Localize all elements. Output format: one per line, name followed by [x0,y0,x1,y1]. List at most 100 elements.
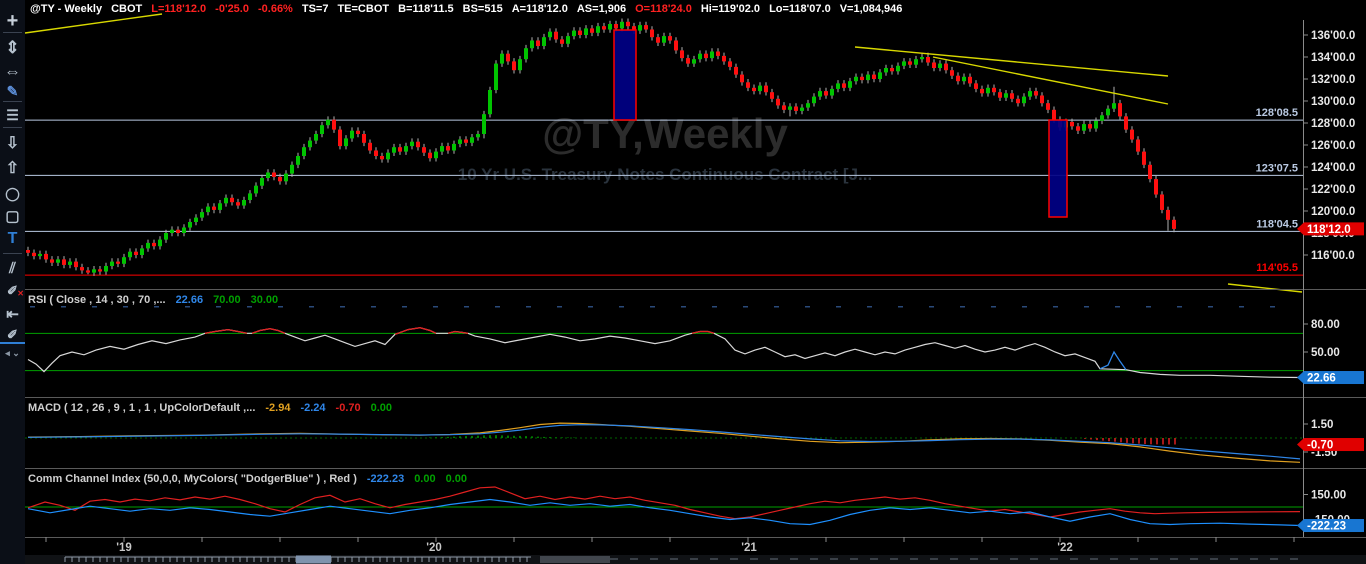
candle [116,261,120,264]
parallel-lines-tool-icon[interactable]: ⫽ [9,260,16,277]
arrow-down-tool-icon[interactable]: ⇩ [5,135,20,152]
candle [98,269,102,272]
trendline[interactable] [1227,283,1303,293]
candle [92,269,96,273]
candle [842,83,846,88]
watermark-symbol: @TY,Weekly [542,110,788,157]
grid-dash [805,306,810,308]
price-tick-label: 120'00.0 [1311,206,1355,218]
candle [302,147,306,156]
candle [530,40,534,49]
candle [170,229,174,233]
grid-dash [898,306,903,308]
grid-dash [1177,306,1182,308]
candle [434,151,438,159]
date-label: '19 [116,542,132,554]
cci-value-tag [1297,519,1304,533]
candle [1016,98,1020,104]
trendline[interactable] [24,13,163,34]
candle [956,75,960,82]
grid-dash [309,306,314,308]
candle [38,253,42,257]
menu-tool-icon[interactable]: ☰ [6,107,19,123]
rectangle-tool-icon[interactable]: ▢ [5,208,20,225]
horizontal-scale-tool-icon[interactable]: ⇔ [4,62,21,81]
quote-field: @TY - Weekly [30,3,103,15]
candle [740,74,744,83]
highlight-tool-icon[interactable]: ✐ [0,327,25,344]
grid-dash [61,306,66,308]
candle [500,53,504,64]
candle [1094,120,1098,129]
grid-dash [278,306,283,308]
candle [554,31,558,40]
grid-dash [619,306,624,308]
candle [188,222,192,228]
drawn-rectangle[interactable] [1048,119,1068,218]
quote-field: A=118'12.0 [511,3,568,15]
grid-dash [867,306,872,308]
grid-dash [960,306,965,308]
drawn-rectangle[interactable] [613,29,637,121]
candle [1154,179,1158,195]
grid-dash [371,306,376,308]
draw-line-tool-icon[interactable]: ✎ [6,83,19,99]
macd-signal-line [27,424,1301,460]
crosshair-tool-icon[interactable]: + [6,10,19,32]
candle [542,37,546,46]
candle [152,242,156,247]
rsi-label: RSI ( Close , 14 , 30 , 70 ,... 22.66 70.0… [28,294,278,306]
date-label: '20 [426,542,442,554]
arrow-up-tool-icon[interactable]: ⇧ [5,160,20,177]
scrollbar-thumb[interactable] [296,555,331,564]
trendline[interactable] [854,46,1169,77]
rsi-overbought-segment [447,330,469,334]
quote-field: -0'25.0 [215,3,249,15]
candle [590,28,594,33]
support-line-label: 128'08.5 [1256,107,1298,119]
price-tick-label: 116'00.0 [1311,250,1355,262]
candle [50,259,54,263]
grid-dash [247,306,252,308]
candle [968,76,972,84]
erase-drawing-tool-icon[interactable]: ✐ ✕ [0,283,25,298]
candle [1100,115,1104,121]
candle [584,28,588,35]
grid-dash [526,306,531,308]
snap-left-tool-icon[interactable]: ⇤ [6,306,19,323]
trendline[interactable] [932,56,1169,105]
candle [686,58,690,64]
text-tool-icon[interactable]: T [7,230,18,247]
candle [1172,219,1176,229]
toolbar-separator [3,101,22,102]
candle [428,152,432,159]
collapse-toolbar-icon[interactable]: ◂ ⌄ [5,348,20,358]
rsi-tick-label: 80.00 [1311,319,1340,331]
candle [182,227,186,233]
vertical-scale-tool-icon[interactable]: ⇕ [5,38,20,57]
candle [920,57,924,60]
quote-field: TE=CBOT [337,3,390,15]
candle [254,185,258,194]
candle [1148,164,1152,180]
grid-dash [1208,306,1213,308]
grid-dash [681,306,686,308]
candle [926,57,930,63]
grid-dash [495,306,500,308]
candle [248,193,252,200]
candle [890,68,894,72]
candle [662,36,666,43]
grid-dash [185,306,190,308]
price-tick-label: 128'00.0 [1311,118,1355,130]
rsi-tick-label: 50.00 [1311,347,1340,359]
candle [362,134,366,143]
candle [578,30,582,35]
candle [416,141,420,148]
candle [470,137,474,143]
candle [632,26,636,31]
grid-dash [340,306,345,308]
candle [602,26,606,30]
candle [212,206,216,210]
ellipse-tool-icon[interactable]: ◯ [5,186,20,201]
